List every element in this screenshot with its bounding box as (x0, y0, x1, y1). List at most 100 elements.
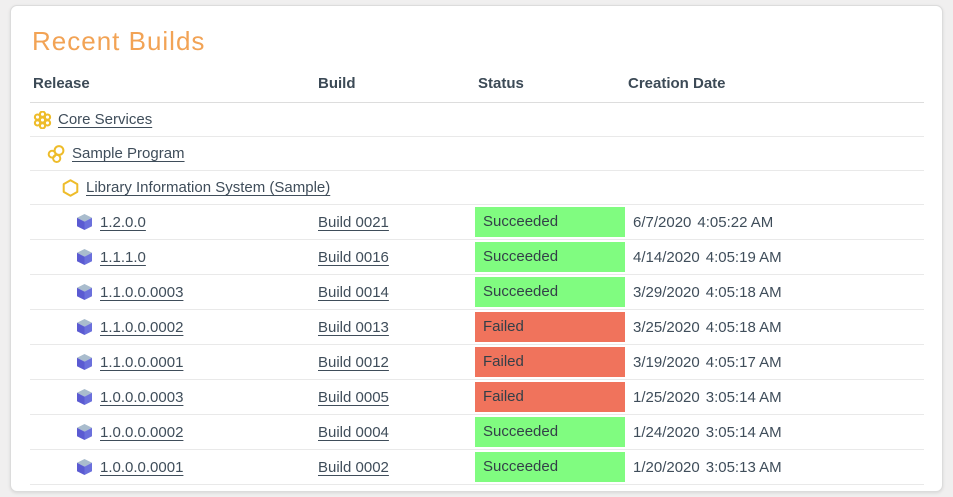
table-row: Library Information System (Sample) (30, 171, 924, 205)
builds-table-body: Core Services Sample Program Libra (30, 103, 924, 485)
creation-date: 1/24/2020 3:05:14 AM (633, 423, 782, 441)
release-cube-icon (75, 423, 94, 441)
build-cell: Build 0021 (315, 205, 475, 240)
release-cube-icon (75, 353, 94, 371)
status-cell: Failed (475, 310, 625, 345)
build-link[interactable]: Build 0021 (318, 213, 389, 231)
table-row: Sample Program (30, 137, 924, 171)
release-cell-inner: 1.0.0.0.0002 (30, 423, 315, 441)
status-badge: Succeeded (475, 207, 625, 237)
release-link[interactable]: 1.0.0.0.0003 (100, 388, 184, 406)
status-cell: Succeeded (475, 205, 625, 240)
creation-date: 1/25/2020 3:05:14 AM (633, 388, 782, 406)
release-cell-inner: 1.0.0.0.0003 (30, 388, 315, 406)
creation-date: 1/20/2020 3:05:13 AM (633, 458, 782, 476)
creation-date (625, 171, 924, 205)
table-row: 1.2.0.0 Build 0021 Succeeded 6/7/2020 4:0… (30, 205, 924, 240)
status-badge: Succeeded (475, 277, 625, 307)
release-link[interactable]: 1.0.0.0.0001 (100, 458, 184, 476)
creation-date: 3/19/2020 4:05:17 AM (633, 353, 782, 371)
build-cell: Build 0016 (315, 240, 475, 275)
release-link[interactable]: 1.1.0.0.0002 (100, 318, 184, 336)
release-cube-icon (75, 388, 94, 406)
status-cell (475, 103, 625, 137)
status-badge: Failed (475, 347, 625, 377)
status-cell (475, 137, 625, 171)
release-link[interactable]: 1.1.0.0.0001 (100, 353, 184, 371)
table-row: Core Services (30, 103, 924, 137)
status-badge: Failed (475, 382, 625, 412)
release-link[interactable]: Sample Program (72, 145, 185, 162)
release-cell-inner: 1.1.1.0 (30, 248, 315, 266)
release-cell: 1.1.0.0.0002 (30, 310, 315, 345)
program-cluster-icon (33, 111, 52, 129)
build-cell: Build 0005 (315, 380, 475, 415)
build-cell: Build 0002 (315, 450, 475, 485)
column-header-release: Release (30, 71, 315, 103)
table-row: 1.1.0.0.0002 Build 0013 Failed 3/25/2020… (30, 310, 924, 345)
creation-date (625, 103, 924, 137)
creation-date: 3/25/2020 4:05:18 AM (633, 318, 782, 336)
release-cell-inner: 1.2.0.0 (30, 213, 315, 231)
release-link[interactable]: 1.1.1.0 (100, 248, 146, 266)
creation-date: 6/7/2020 4:05:22 AM (633, 213, 774, 231)
build-cell (315, 171, 475, 205)
status-cell: Succeeded (475, 450, 625, 485)
release-cell: 1.1.0.0.0001 (30, 345, 315, 380)
build-link[interactable]: Build 0002 (318, 458, 389, 476)
build-cell (315, 137, 475, 171)
release-cell-inner: 1.1.0.0.0003 (30, 283, 315, 301)
status-badge: Failed (475, 312, 625, 342)
creation-date (625, 137, 924, 171)
status-cell (475, 171, 625, 205)
program-circles-icon (47, 145, 66, 163)
build-cell (315, 103, 475, 137)
release-cell-inner: 1.0.0.0.0001 (30, 458, 315, 476)
build-cell: Build 0012 (315, 345, 475, 380)
release-cell: 1.1.0.0.0003 (30, 275, 315, 310)
release-cell-inner: 1.1.0.0.0002 (30, 318, 315, 336)
build-cell: Build 0014 (315, 275, 475, 310)
release-cube-icon (75, 248, 94, 266)
build-link[interactable]: Build 0013 (318, 318, 389, 336)
release-cell: 1.0.0.0.0002 (30, 415, 315, 450)
build-link[interactable]: Build 0016 (318, 248, 389, 266)
build-link[interactable]: Build 0005 (318, 388, 389, 406)
release-cell: 1.2.0.0 (30, 205, 315, 240)
table-row: 1.0.0.0.0001 Build 0002 Succeeded 1/20/2… (30, 450, 924, 485)
column-header-creation-date: Creation Date (625, 71, 924, 103)
release-cell: Sample Program (30, 137, 315, 171)
release-cell-inner: Core Services (30, 111, 315, 129)
release-cube-icon (75, 283, 94, 301)
table-header-row: Release Build Status Creation Date (30, 71, 924, 103)
recent-builds-panel: Recent Builds Release Build Status Creat… (10, 5, 943, 492)
build-link[interactable]: Build 0004 (318, 423, 389, 441)
status-badge: Succeeded (475, 452, 625, 482)
release-link[interactable]: 1.0.0.0.0002 (100, 423, 184, 441)
table-row: 1.0.0.0.0002 Build 0004 Succeeded 1/24/2… (30, 415, 924, 450)
creation-date: 4/14/2020 4:05:19 AM (633, 248, 782, 266)
release-cell: Core Services (30, 103, 315, 137)
table-row: 1.1.1.0 Build 0016 Succeeded 4/14/2020 4:… (30, 240, 924, 275)
release-link[interactable]: 1.2.0.0 (100, 213, 146, 231)
release-cell-inner: Sample Program (30, 145, 315, 163)
build-link[interactable]: Build 0014 (318, 283, 389, 301)
status-badge: Succeeded (475, 242, 625, 272)
release-link[interactable]: Core Services (58, 111, 153, 128)
column-header-build: Build (315, 71, 475, 103)
status-cell: Succeeded (475, 240, 625, 275)
status-cell: Failed (475, 345, 625, 380)
table-row: 1.1.0.0.0003 Build 0014 Succeeded 3/29/2… (30, 275, 924, 310)
build-link[interactable]: Build 0012 (318, 353, 389, 371)
status-cell: Succeeded (475, 415, 625, 450)
status-cell: Failed (475, 380, 625, 415)
release-cell: Library Information System (Sample) (30, 171, 330, 205)
release-cell-inner: 1.1.0.0.0001 (30, 353, 315, 371)
release-link[interactable]: 1.1.0.0.0003 (100, 283, 184, 301)
release-link[interactable]: Library Information System (Sample) (86, 179, 331, 196)
table-row: 1.0.0.0.0003 Build 0005 Failed 1/25/2020… (30, 380, 924, 415)
release-cell-inner: Library Information System (Sample) (30, 179, 330, 197)
release-cell: 1.1.1.0 (30, 240, 315, 275)
release-cube-icon (75, 458, 94, 476)
build-cell: Build 0004 (315, 415, 475, 450)
